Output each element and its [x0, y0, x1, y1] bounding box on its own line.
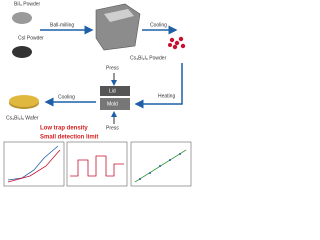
label: Cooling — [150, 22, 167, 28]
arrow — [134, 63, 183, 109]
label: Press — [106, 125, 119, 131]
highlight: Low trap density — [40, 126, 88, 132]
bii3-pile — [12, 12, 32, 24]
lid — [100, 86, 130, 96]
csi-pile — [12, 46, 32, 58]
label: BiI₃ Powder — [14, 1, 41, 7]
ball-mill-jar — [95, 3, 141, 51]
label: Heating — [158, 93, 175, 99]
inset-plot — [3, 141, 65, 187]
red-powder — [168, 36, 186, 50]
wafer-top — [9, 95, 39, 107]
label: Ball-milling — [50, 22, 74, 28]
label: Press — [106, 65, 119, 71]
inset-plot — [130, 141, 192, 187]
label: Cooling — [58, 94, 75, 100]
jar-lid — [104, 9, 134, 22]
label: Cs₃Bi₂I₉ Powder — [130, 55, 167, 61]
highlight: Small detection limit — [40, 135, 98, 141]
label: Lid — [109, 88, 116, 94]
inset-plot — [66, 141, 128, 187]
diagram: BiI₃ Powder CsI Powder Ball-milling Cool… — [3, 1, 192, 187]
label: CsI Powder — [18, 35, 44, 41]
label: Cs₃Bi₂I₉ Wafer — [6, 115, 39, 121]
label: Mold — [107, 101, 118, 107]
mold — [100, 98, 130, 110]
